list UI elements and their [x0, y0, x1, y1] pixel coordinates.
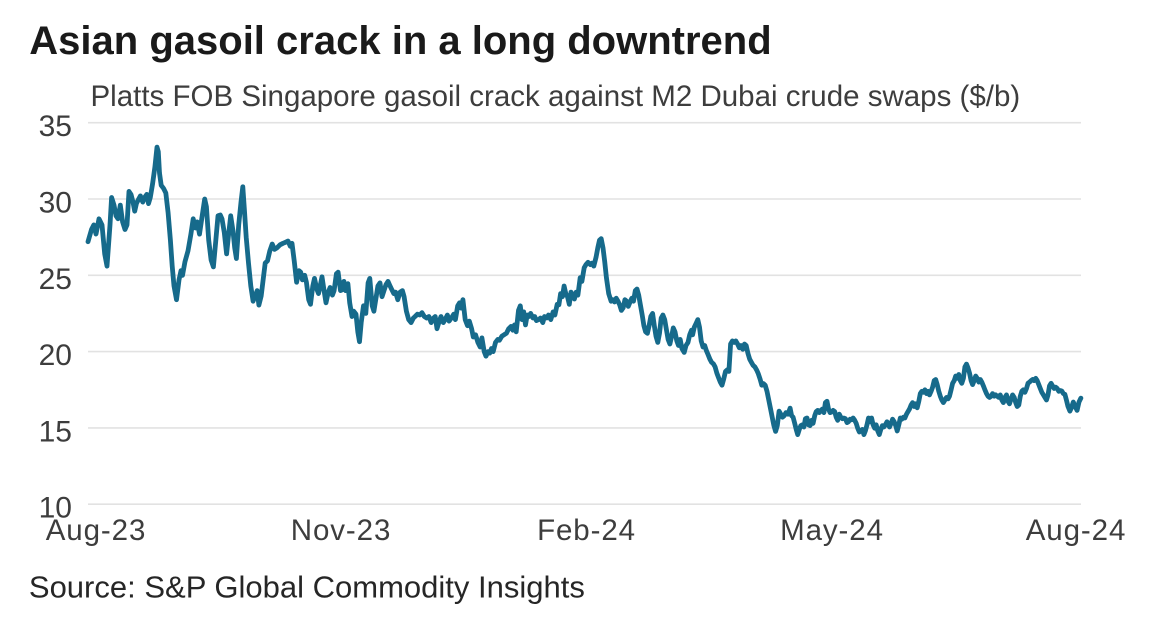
svg-text:15: 15 [39, 415, 72, 448]
svg-text:Asian gasoil crack in a long d: Asian gasoil crack in a long downtrend [29, 19, 771, 63]
svg-text:35: 35 [39, 110, 72, 143]
svg-text:10: 10 [39, 492, 72, 525]
svg-text:Platts FOB Singapore gasoil cr: Platts FOB Singapore gasoil crack agains… [91, 80, 1021, 113]
svg-text:Feb-24: Feb-24 [537, 514, 636, 547]
svg-text:Aug-23: Aug-23 [46, 514, 147, 547]
svg-text:Source: S&P Global Commodity I: Source: S&P Global Commodity Insights [29, 569, 585, 604]
svg-text:May-24: May-24 [780, 514, 884, 547]
svg-text:20: 20 [39, 339, 72, 372]
svg-text:30: 30 [39, 187, 72, 220]
svg-text:Aug-24: Aug-24 [1026, 514, 1127, 547]
svg-text:Nov-23: Nov-23 [291, 514, 392, 547]
svg-text:25: 25 [39, 263, 72, 296]
